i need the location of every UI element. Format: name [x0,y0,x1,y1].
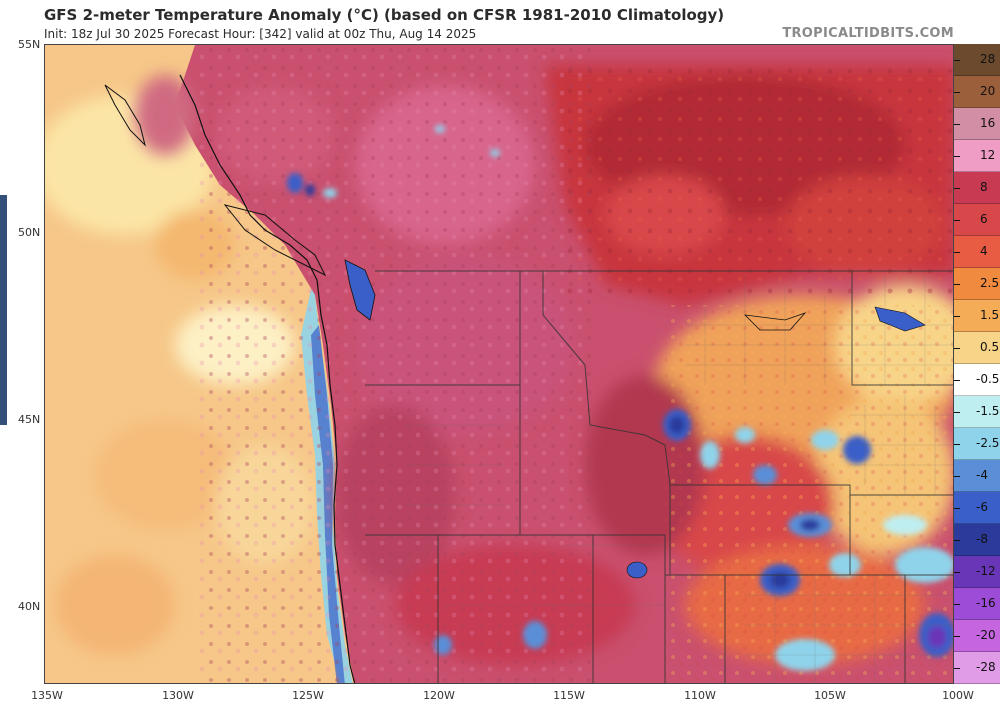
colorbar-swatch [954,140,1000,172]
colorbar-swatch [954,44,1000,76]
colorbar-swatch [954,172,1000,204]
colorbar-tick [954,476,960,477]
lat-label: 50N [18,226,41,239]
lat-label: 45N [18,413,41,426]
colorbar-tick [954,92,960,93]
colorbar-label: -0.5 [976,372,1000,386]
lon-label: 110W [684,689,716,702]
colorbar-swatch [954,652,1000,684]
colorbar-swatch [954,428,1000,460]
lat-label: 55N [18,38,41,51]
colorbar-label: 20 [980,84,996,98]
lon-label: 135W [31,689,63,702]
anomaly-map [44,44,954,684]
colorbar-swatch [954,268,1000,300]
colorbar-label: -16 [976,596,996,610]
colorbar-tick [954,508,960,509]
colorbar-swatch [954,204,1000,236]
colorbar-tick [954,668,960,669]
lon-label: 100W [942,689,974,702]
colorbar-label: -4 [976,468,988,482]
colorbar-label: -8 [976,532,988,546]
colorbar-swatch [954,300,1000,332]
colorbar-label: -20 [976,628,996,642]
colorbar-swatch [954,620,1000,652]
colorbar-label: 1.5 [980,308,1000,322]
lon-label: 105W [814,689,846,702]
colorbar-tick [954,572,960,573]
colorbar-swatch [954,460,1000,492]
state-borders [365,270,953,683]
side-panel-tab[interactable] [0,195,7,425]
colorbar-swatch [954,364,1000,396]
colorbar-tick [954,412,960,413]
colorbar-tick [954,60,960,61]
colorbar-tick [954,444,960,445]
map-canvas [45,45,953,683]
colorbar-tick [954,188,960,189]
colorbar-swatch [954,236,1000,268]
colorbar-tick [954,124,960,125]
colorbar-swatch [954,332,1000,364]
colorbar-tick [954,284,960,285]
colorbar-tick [954,636,960,637]
colorbar-label: -28 [976,660,996,674]
colorbar-label: 28 [980,52,996,66]
colorbar: 28 20 16 12 8 6 4 2.5 1.5 0.5 -0.5 -1.5 -2.5 -4 -6 -8 -1… [954,44,1000,684]
colorbar-swatch [954,108,1000,140]
colorbar-label: 12 [980,148,996,162]
colorbar-label: -12 [976,564,996,578]
lon-label: 115W [553,689,585,702]
colorbar-tick [954,348,960,349]
colorbar-label: -6 [976,500,988,514]
lat-label: 40N [18,600,41,613]
colorbar-label: -2.5 [976,436,1000,450]
colorbar-swatch [954,556,1000,588]
colorbar-label: 8 [980,180,988,194]
colorbar-tick [954,540,960,541]
coastline [179,74,356,683]
colorbar-label: 2.5 [980,276,1000,290]
lon-label: 120W [423,689,455,702]
colorbar-tick [954,220,960,221]
lon-label: 130W [162,689,194,702]
colorbar-label: 16 [980,116,996,130]
colorbar-tick [954,316,960,317]
chart-title: GFS 2-meter Temperature Anomaly (°C) (ba… [44,6,725,24]
colorbar-tick [954,380,960,381]
colorbar-swatch [954,76,1000,108]
source-watermark: TROPICALTIDBITS.COM [782,26,954,41]
colorbar-swatch [954,588,1000,620]
colorbar-label: -1.5 [976,404,1000,418]
colorbar-tick [954,604,960,605]
colorbar-swatch [954,524,1000,556]
colorbar-label: 0.5 [980,340,1000,354]
colorbar-label: 6 [980,212,988,226]
colorbar-swatch [954,492,1000,524]
colorbar-tick [954,252,960,253]
colorbar-tick [954,156,960,157]
lon-label: 125W [292,689,324,702]
colorbar-label: 4 [980,244,988,258]
colorbar-swatch [954,396,1000,428]
forecast-info: Init: 18z Jul 30 2025 Forecast Hour: [34… [44,27,477,41]
